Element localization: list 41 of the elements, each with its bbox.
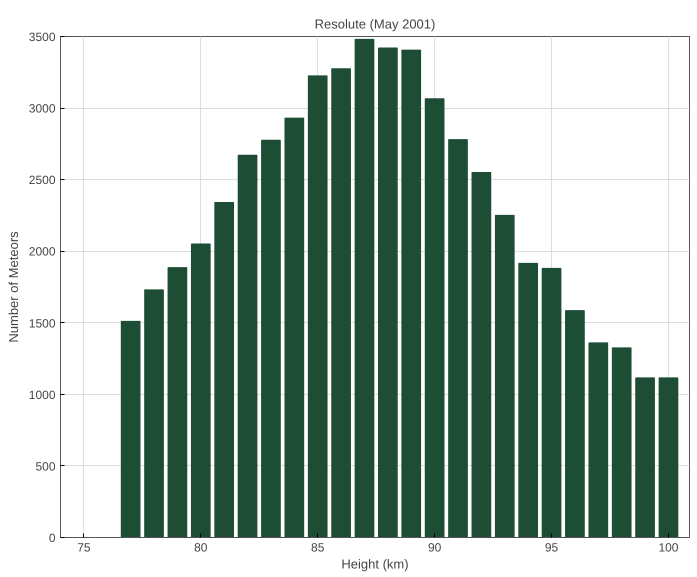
bar [120, 320, 140, 538]
y-tick-label: 1500 [28, 316, 56, 330]
bar [658, 377, 678, 538]
bar [308, 75, 328, 538]
x-tick-label: 80 [194, 540, 208, 554]
bar [378, 47, 398, 538]
x-tick-label: 100 [658, 540, 679, 554]
x-tick-label: 85 [311, 540, 325, 554]
bar [424, 98, 444, 538]
bar [565, 310, 585, 538]
bar [144, 289, 164, 538]
bar [472, 172, 492, 538]
bar [261, 140, 281, 538]
x-axis-title: Height (km) [341, 556, 409, 572]
bar [190, 244, 211, 538]
x-tick-label: 95 [544, 540, 559, 554]
y-tick-label: 2000 [28, 244, 56, 259]
y-tick-label: 0 [48, 531, 56, 545]
y-tick-label: 3000 [28, 102, 56, 116]
y-axis-title: Number of Meteors [6, 230, 21, 343]
y-tick-label: 500 [35, 459, 56, 474]
x-tick-label: 90 [428, 540, 442, 554]
bar [494, 214, 515, 538]
bar [214, 202, 234, 538]
bar [448, 139, 468, 538]
bar [588, 342, 608, 538]
bar [612, 347, 632, 538]
y-tick-label: 2500 [28, 173, 56, 188]
x-tick-label: 75 [77, 540, 91, 554]
chart-title: Resolute (May 2001) [314, 16, 436, 32]
bar [542, 268, 562, 538]
bar [331, 68, 351, 538]
bar [635, 377, 655, 538]
bar [401, 50, 422, 538]
y-tick-label: 3500 [28, 30, 56, 44]
bar [518, 262, 538, 538]
bar [168, 267, 188, 538]
bar [284, 118, 304, 538]
bar [354, 38, 374, 538]
y-tick-label: 1000 [28, 388, 56, 402]
bar [238, 154, 258, 538]
